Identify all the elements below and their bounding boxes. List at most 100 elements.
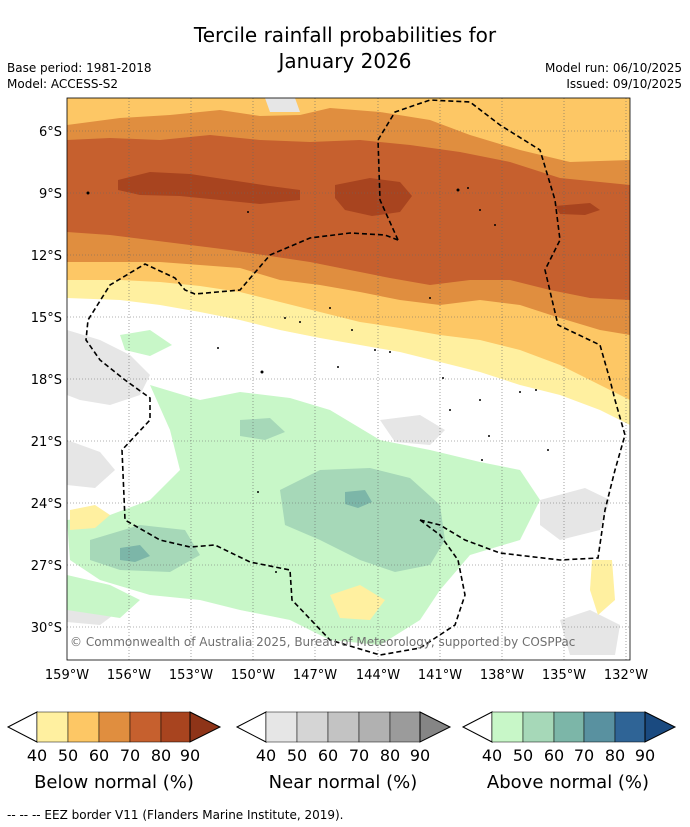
cb-above-tick-70: 70	[574, 746, 594, 765]
colorbar-near: 40 50 60 70 80 90 Near normal (%)	[235, 711, 452, 793]
lat-tick-15s: 15°S	[31, 311, 62, 326]
lat-tick-12s: 12°S	[31, 249, 62, 264]
below-80-region-b	[335, 178, 412, 216]
cb-above-over	[644, 711, 677, 743]
lat-tick-6s: 6°S	[39, 125, 62, 140]
above-50-region-c	[240, 418, 285, 440]
below-80-region-c	[555, 203, 600, 215]
below-80-region-a	[118, 172, 300, 204]
lat-tick-24s: 24°S	[31, 497, 62, 512]
lon-ticks: 159°W 156°W 153°W 150°W 147°W 144°W 141°…	[45, 668, 648, 683]
cb-below-under	[6, 711, 38, 743]
eez-borders	[85, 99, 626, 656]
title-line-1: Tercile rainfall probabilities for	[193, 23, 497, 47]
above-50-region-b	[90, 525, 200, 572]
lat-tick-18s: 18°S	[31, 373, 62, 388]
cb-below-swatch-1	[67, 711, 100, 743]
lon-tick-132w: 132°W	[604, 668, 648, 683]
lon-tick-150w: 150°W	[231, 668, 275, 683]
lon-tick-144w: 144°W	[356, 668, 400, 683]
lon-tick-159w: 159°W	[45, 668, 89, 683]
cb-near-tick-70: 70	[349, 746, 369, 765]
cb-below-swatch-0	[36, 711, 69, 743]
cb-below-tick-90: 90	[180, 746, 200, 765]
cb-below-swatch-2	[98, 711, 131, 743]
map-title: Tercile rainfall probabilities for Janua…	[0, 22, 690, 74]
lat-ticks: 6°S 9°S 12°S 15°S 18°S 21°S 24°S 27°S 30…	[31, 125, 62, 636]
base-period: Base period: 1981-2018	[7, 61, 152, 75]
cb-above-swatch-2	[553, 711, 585, 743]
cb-below-over	[189, 711, 222, 743]
below-70-region	[67, 135, 630, 300]
cb-near-tick-50: 50	[287, 746, 307, 765]
meta-right: Model run: 06/10/2025 Issued: 09/10/2025	[545, 60, 682, 92]
below-40-patch-south	[70, 505, 110, 530]
lat-tick-30s: 30°S	[31, 621, 62, 636]
above-60-region-b	[120, 545, 150, 562]
cb-above-tick-80: 80	[605, 746, 625, 765]
cb-above-tick-60: 60	[544, 746, 564, 765]
near-40-region-g	[265, 98, 300, 112]
lon-tick-138w: 138°W	[480, 668, 524, 683]
cb-below-tick-80: 80	[151, 746, 171, 765]
cb-near-swatch-1	[296, 711, 329, 743]
lon-tick-141w: 141°W	[418, 668, 462, 683]
above-40-region-c	[67, 575, 140, 618]
cb-above-swatch-4	[614, 711, 646, 743]
cb-above-tick-50: 50	[513, 746, 533, 765]
probability-field	[67, 98, 630, 660]
above-40-region-b	[120, 330, 172, 356]
islands	[86, 187, 549, 573]
lat-tick-21s: 21°S	[31, 435, 62, 450]
lon-tick-135w: 135°W	[542, 668, 586, 683]
cb-near-swatch-0	[265, 711, 298, 743]
near-40-region-f	[380, 415, 445, 445]
cb-above-swatch-0	[491, 711, 524, 743]
copyright-text: © Commonwealth of Australia 2025, Bureau…	[70, 635, 575, 649]
cb-near-over	[419, 711, 452, 743]
below-40-patch-east	[590, 560, 615, 615]
eez-legend-note: -- -- -- EEZ border V11 (Flanders Marine…	[7, 808, 344, 822]
map-frame	[66, 97, 631, 661]
issued-date: Issued: 09/10/2025	[566, 77, 682, 91]
model-name: Model: ACCESS-S2	[7, 77, 119, 91]
colorbar-above: 40 50 60 70 80 90 Above normal (%)	[461, 711, 677, 793]
eez-border-cooks	[85, 232, 466, 656]
graticule	[67, 98, 630, 660]
cb-below-title: Below normal (%)	[34, 772, 194, 793]
near-40-region-e	[560, 610, 620, 655]
title-line-2: January 2026	[278, 49, 412, 73]
near-40-region-d	[540, 488, 610, 540]
cb-near-swatch-3	[358, 711, 391, 743]
cb-near-title: Near normal (%)	[269, 772, 418, 793]
meta-left: Base period: 1981-2018 Model: ACCESS-S2	[7, 60, 152, 92]
cb-near-tick-40: 40	[256, 746, 276, 765]
above-50-region-a	[280, 468, 445, 572]
cb-near-swatch-2	[327, 711, 360, 743]
colorbar-below: 40 50 60 70 80 90 Below normal (%)	[6, 711, 222, 793]
cb-below-tick-60: 60	[89, 746, 109, 765]
lat-tick-9s: 9°S	[39, 187, 62, 202]
cb-near-tick-60: 60	[318, 746, 338, 765]
lon-tick-156w: 156°W	[107, 668, 151, 683]
cb-near-swatch-4	[389, 711, 421, 743]
cb-above-tick-40: 40	[482, 746, 502, 765]
near-40-region-b	[67, 440, 115, 488]
cb-above-swatch-1	[522, 711, 555, 743]
cb-above-title: Above normal (%)	[487, 772, 649, 793]
lon-tick-147w: 147°W	[293, 668, 337, 683]
below-40-patch-south-b	[330, 585, 385, 620]
lon-tick-153w: 153°W	[169, 668, 213, 683]
model-run: Model run: 06/10/2025	[544, 61, 682, 75]
cb-above-under	[461, 711, 493, 743]
eez-border-north	[377, 99, 626, 561]
cb-below-tick-70: 70	[120, 746, 140, 765]
cb-below-swatch-4	[160, 711, 191, 743]
cb-below-swatch-3	[129, 711, 162, 743]
cb-near-tick-90: 90	[410, 746, 430, 765]
cb-above-swatch-3	[583, 711, 616, 743]
cb-below-tick-40: 40	[27, 746, 47, 765]
lat-tick-27s: 27°S	[31, 559, 62, 574]
cb-below-tick-50: 50	[58, 746, 78, 765]
